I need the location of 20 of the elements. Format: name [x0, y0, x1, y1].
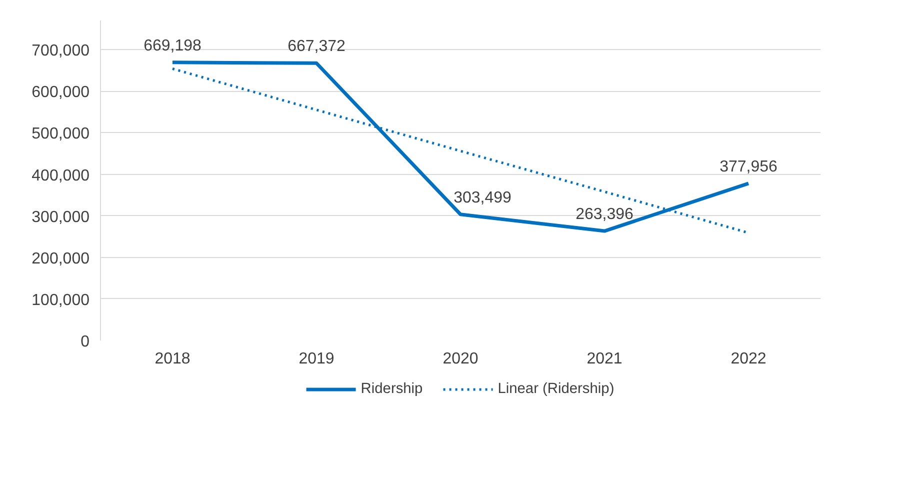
- data-label: 303,499: [454, 189, 512, 206]
- y-tick-label: 600,000: [32, 84, 90, 102]
- legend-label: Ridership: [360, 380, 423, 396]
- x-tick-label: 2018: [154, 350, 190, 368]
- legend-label: Linear (Ridership): [498, 380, 614, 396]
- y-tick-label: 400,000: [32, 167, 90, 184]
- data-label: 667,372: [288, 38, 346, 56]
- data-label: 377,956: [720, 158, 778, 176]
- y-tick-label: 200,000: [32, 250, 90, 268]
- y-tick-label: 0: [80, 334, 90, 350]
- x-tick-label: 2020: [442, 350, 478, 368]
- y-tick-label: 300,000: [32, 208, 90, 226]
- y-tick-label: 500,000: [32, 126, 90, 143]
- x-tick-label: 2022: [730, 350, 766, 368]
- y-tick-label: 100,000: [32, 292, 90, 309]
- y-tick-label: 700,000: [32, 42, 90, 60]
- x-tick-label: 2019: [298, 350, 334, 368]
- data-label: 263,396: [576, 206, 634, 224]
- x-tick-label: 2021: [586, 350, 622, 368]
- data-label: 669,198: [144, 37, 202, 54]
